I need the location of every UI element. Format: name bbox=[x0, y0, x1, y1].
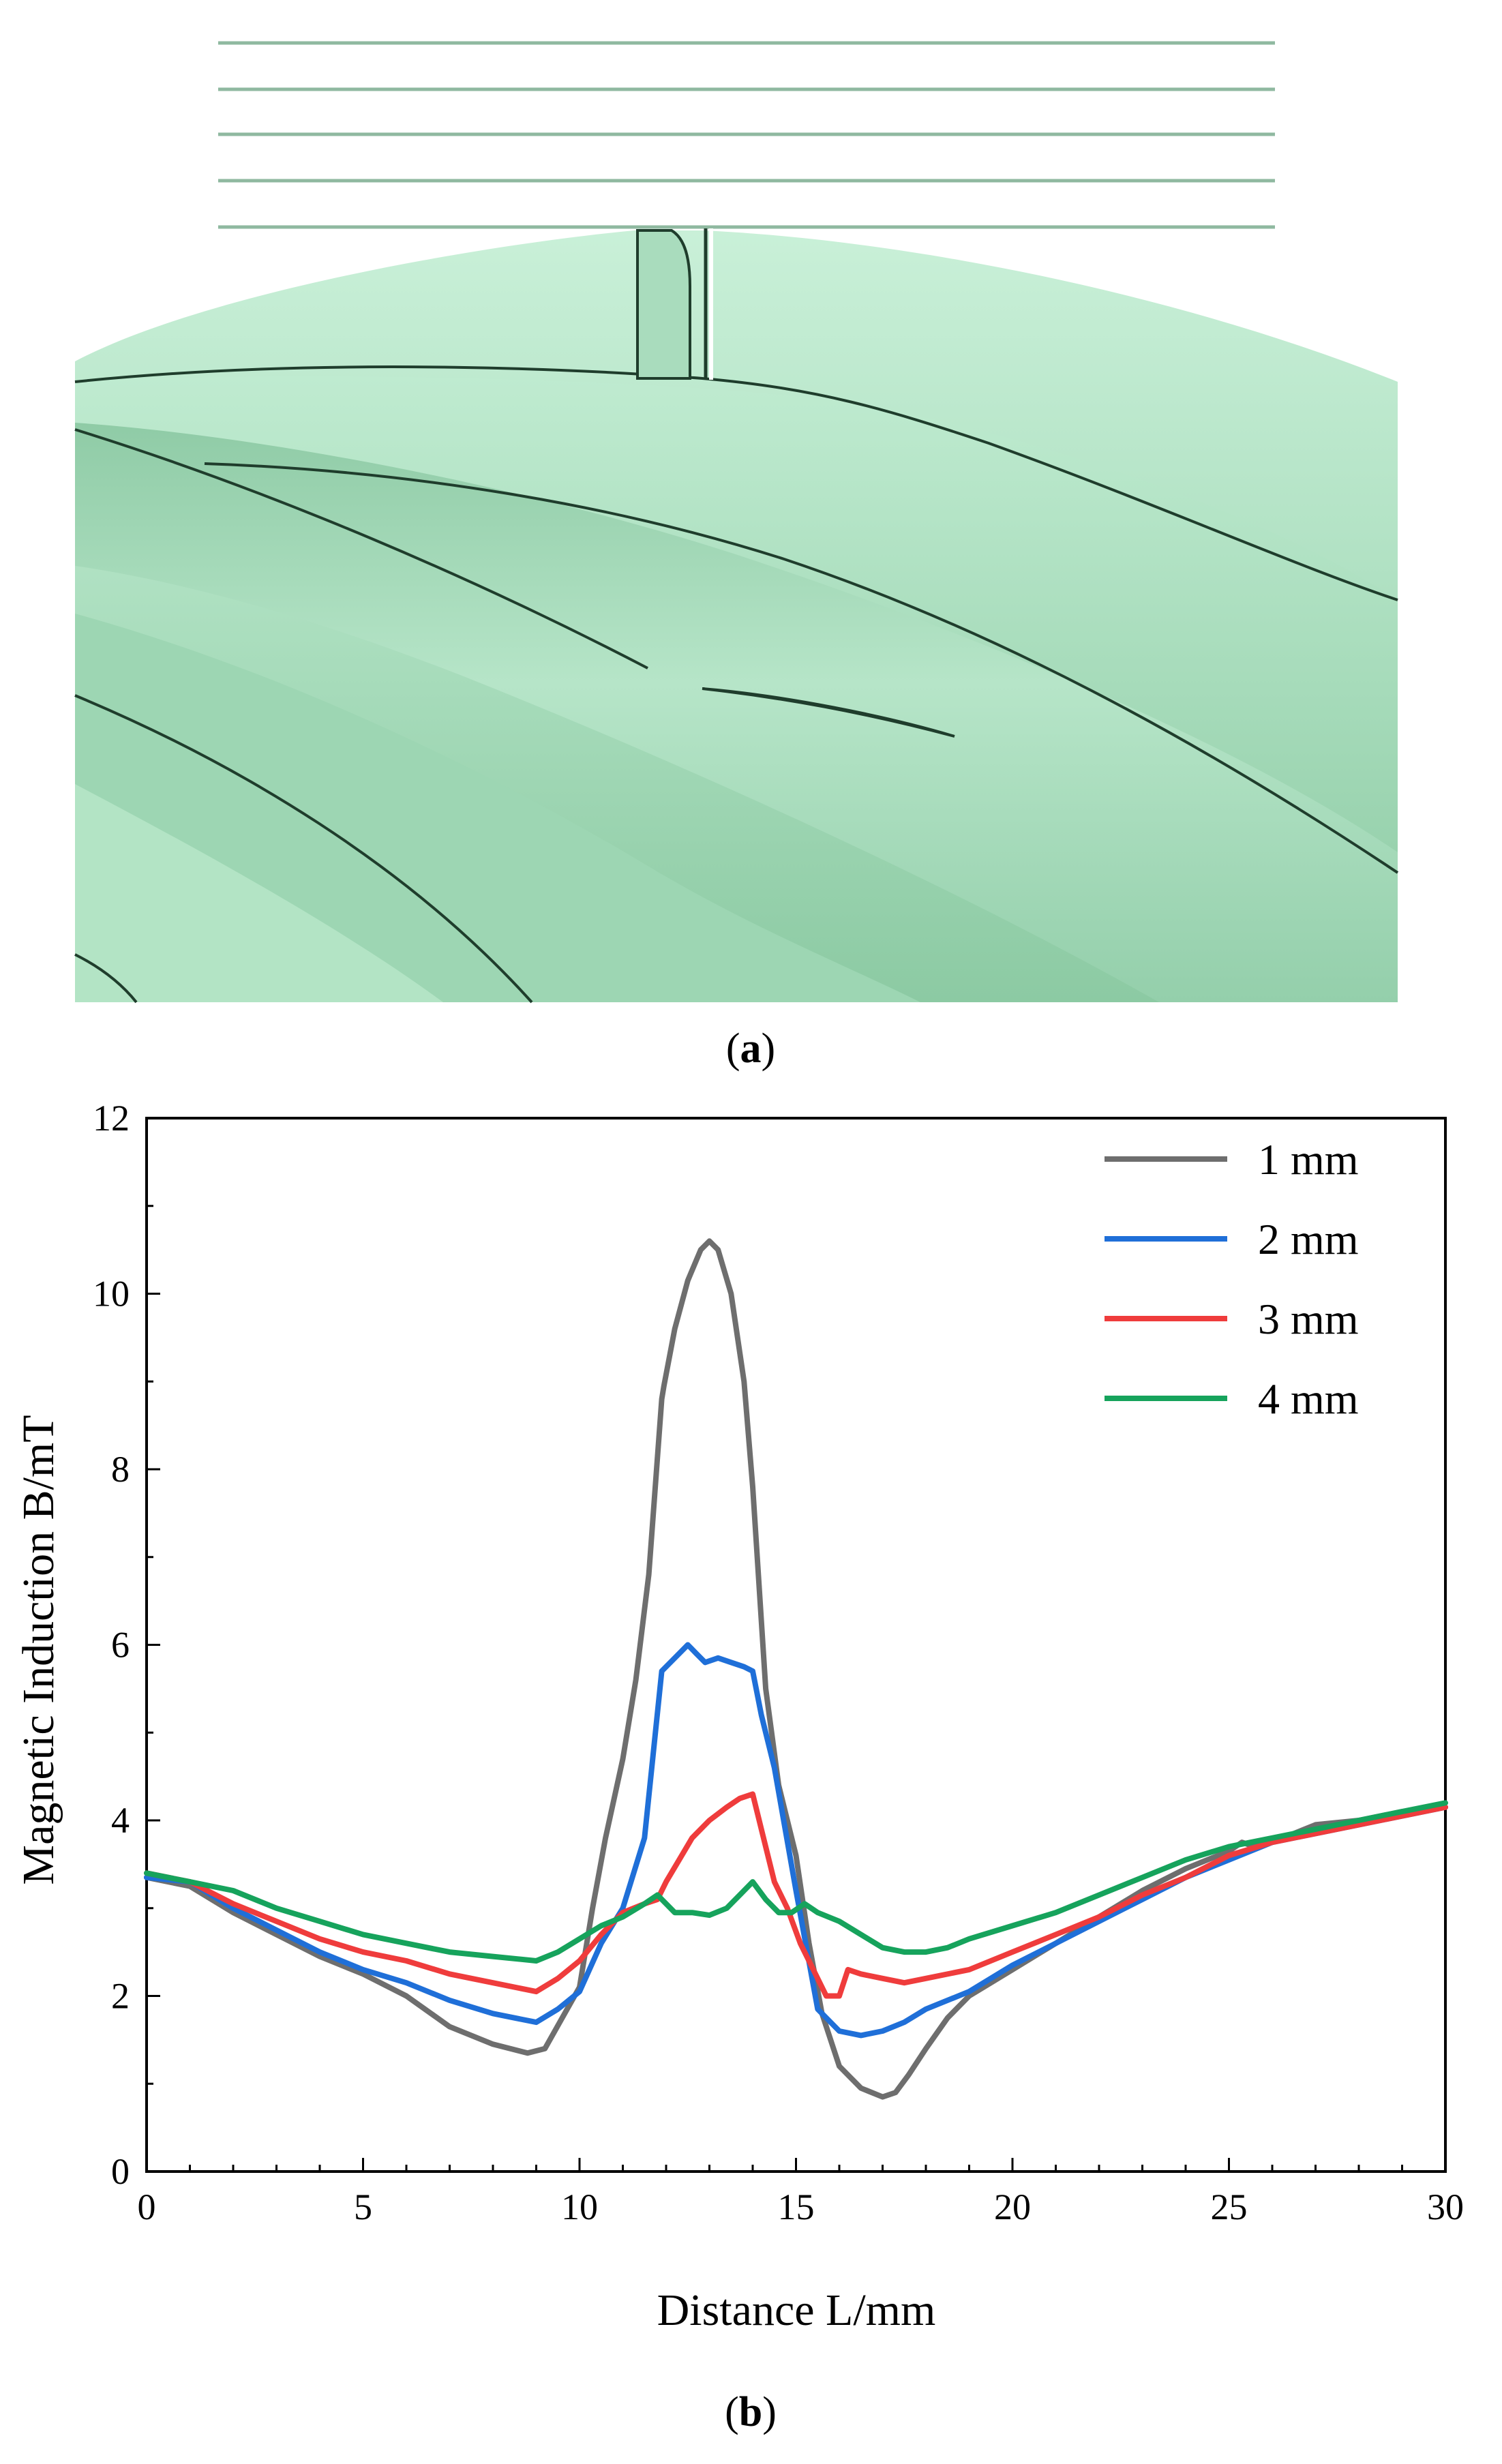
y-tick-label: 10 bbox=[93, 1274, 130, 1314]
x-tick-label: 5 bbox=[354, 2187, 372, 2227]
x-tick-label: 15 bbox=[778, 2187, 815, 2227]
legend-label: 4 mm bbox=[1258, 1374, 1359, 1423]
x-tick-label: 20 bbox=[994, 2187, 1031, 2227]
magnetic-induction-chart: 0 5 10 15 20 25 30 0 2 4 6 8 10 12 1 mm 2 mm 3 mm 4 mm D… bbox=[14, 1098, 1464, 2335]
panel-b-caption-letter: b bbox=[739, 2389, 762, 2435]
legend-label: 3 mm bbox=[1258, 1295, 1359, 1343]
y-axis-label: Magnetic Induction B/mT bbox=[14, 1415, 63, 1884]
stacked-plate-lines bbox=[218, 41, 1275, 229]
edge-line bbox=[204, 462, 1399, 874]
panel-b-caption: (b) bbox=[725, 2389, 777, 2435]
chart-axes: 0 5 10 15 20 25 30 0 2 4 6 8 10 12 bbox=[93, 1098, 1464, 2227]
panel-a-caption: (a) bbox=[726, 1025, 775, 1072]
legend-label: 2 mm bbox=[1258, 1215, 1359, 1263]
edge-line bbox=[74, 694, 533, 1004]
x-tick-label: 30 bbox=[1427, 2187, 1464, 2227]
y-tick-label: 12 bbox=[93, 1098, 130, 1139]
chart-legend: 1 mm 2 mm 3 mm 4 mm bbox=[1105, 1135, 1359, 1423]
x-axis-label: Distance L/mm bbox=[657, 2285, 936, 2335]
legend-label: 1 mm bbox=[1258, 1135, 1359, 1184]
series-line-3-mm bbox=[144, 1791, 1448, 1999]
edge-line bbox=[702, 687, 955, 738]
series-line-2-mm bbox=[144, 1642, 1448, 2039]
helical-band bbox=[75, 784, 443, 1002]
y-tick-label: 4 bbox=[111, 1800, 130, 1841]
y-tick-label: 0 bbox=[111, 2151, 130, 2192]
x-tick-label: 10 bbox=[561, 2187, 598, 2227]
x-tick-label: 0 bbox=[138, 2187, 156, 2227]
notch-strip bbox=[636, 228, 713, 380]
chart-series-layer bbox=[144, 1238, 1448, 2100]
surface-edge-lines bbox=[74, 365, 1399, 1004]
x-tick-label: 25 bbox=[1211, 2187, 1248, 2227]
y-tick-label: 2 bbox=[111, 1976, 130, 2017]
edge-line bbox=[74, 953, 138, 1004]
helical-band bbox=[75, 423, 1398, 1002]
y-tick-label: 8 bbox=[111, 1449, 130, 1490]
y-tick-label: 6 bbox=[111, 1625, 130, 1666]
plot-frame bbox=[145, 1117, 1447, 2173]
edge-line bbox=[74, 428, 648, 670]
notch-slot bbox=[636, 229, 691, 380]
panel-a-render bbox=[74, 41, 1399, 1004]
edge-line bbox=[74, 365, 1398, 601]
panel-a-caption-letter: a bbox=[740, 1025, 762, 1072]
series-line-4-mm bbox=[144, 1800, 1448, 1964]
series-line-1-mm bbox=[144, 1238, 1448, 2100]
